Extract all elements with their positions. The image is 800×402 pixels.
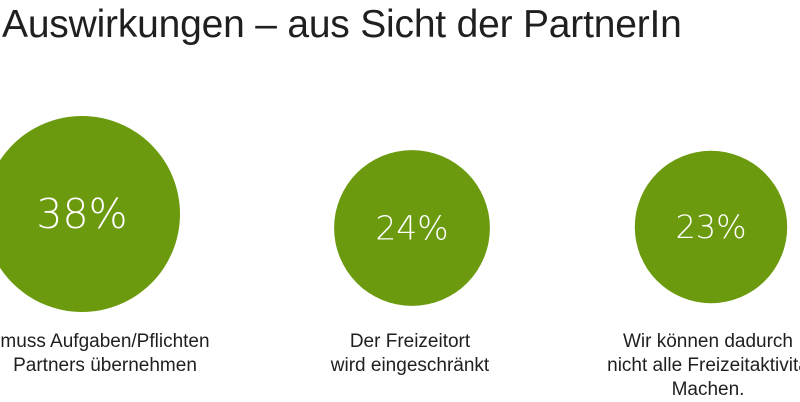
- bubble-2: [634, 150, 788, 304]
- bubble-label-0: 38%: [36, 190, 127, 238]
- bubble-1: [334, 150, 490, 306]
- caption-item-2: Wir können dadurch nicht alle Freizeitak…: [598, 330, 800, 402]
- caption-line: nicht alle Freizeitaktivitä: [607, 355, 800, 376]
- caption-line: Machen.: [671, 379, 745, 400]
- page-title: Auswirkungen – aus Sicht der PartnerIn: [2, 3, 682, 46]
- bubble-label-2: 23%: [675, 208, 746, 246]
- caption-item-1: Der Freizeitort wird eingeschränkt: [310, 330, 510, 378]
- bubble-0: [0, 116, 180, 312]
- caption-line: Wir können dadurch: [622, 331, 794, 352]
- caption-line: Partners übernehmen: [13, 355, 197, 376]
- caption-line: wird eingeschränkt: [330, 355, 490, 376]
- caption-line: Der Freizeitort: [349, 331, 471, 352]
- caption-line: muss Aufgaben/Pflichten: [0, 331, 210, 352]
- caption-item-0: muss Aufgaben/Pflichten Partners überneh…: [0, 330, 235, 378]
- bubble-label-1: 24%: [375, 209, 448, 248]
